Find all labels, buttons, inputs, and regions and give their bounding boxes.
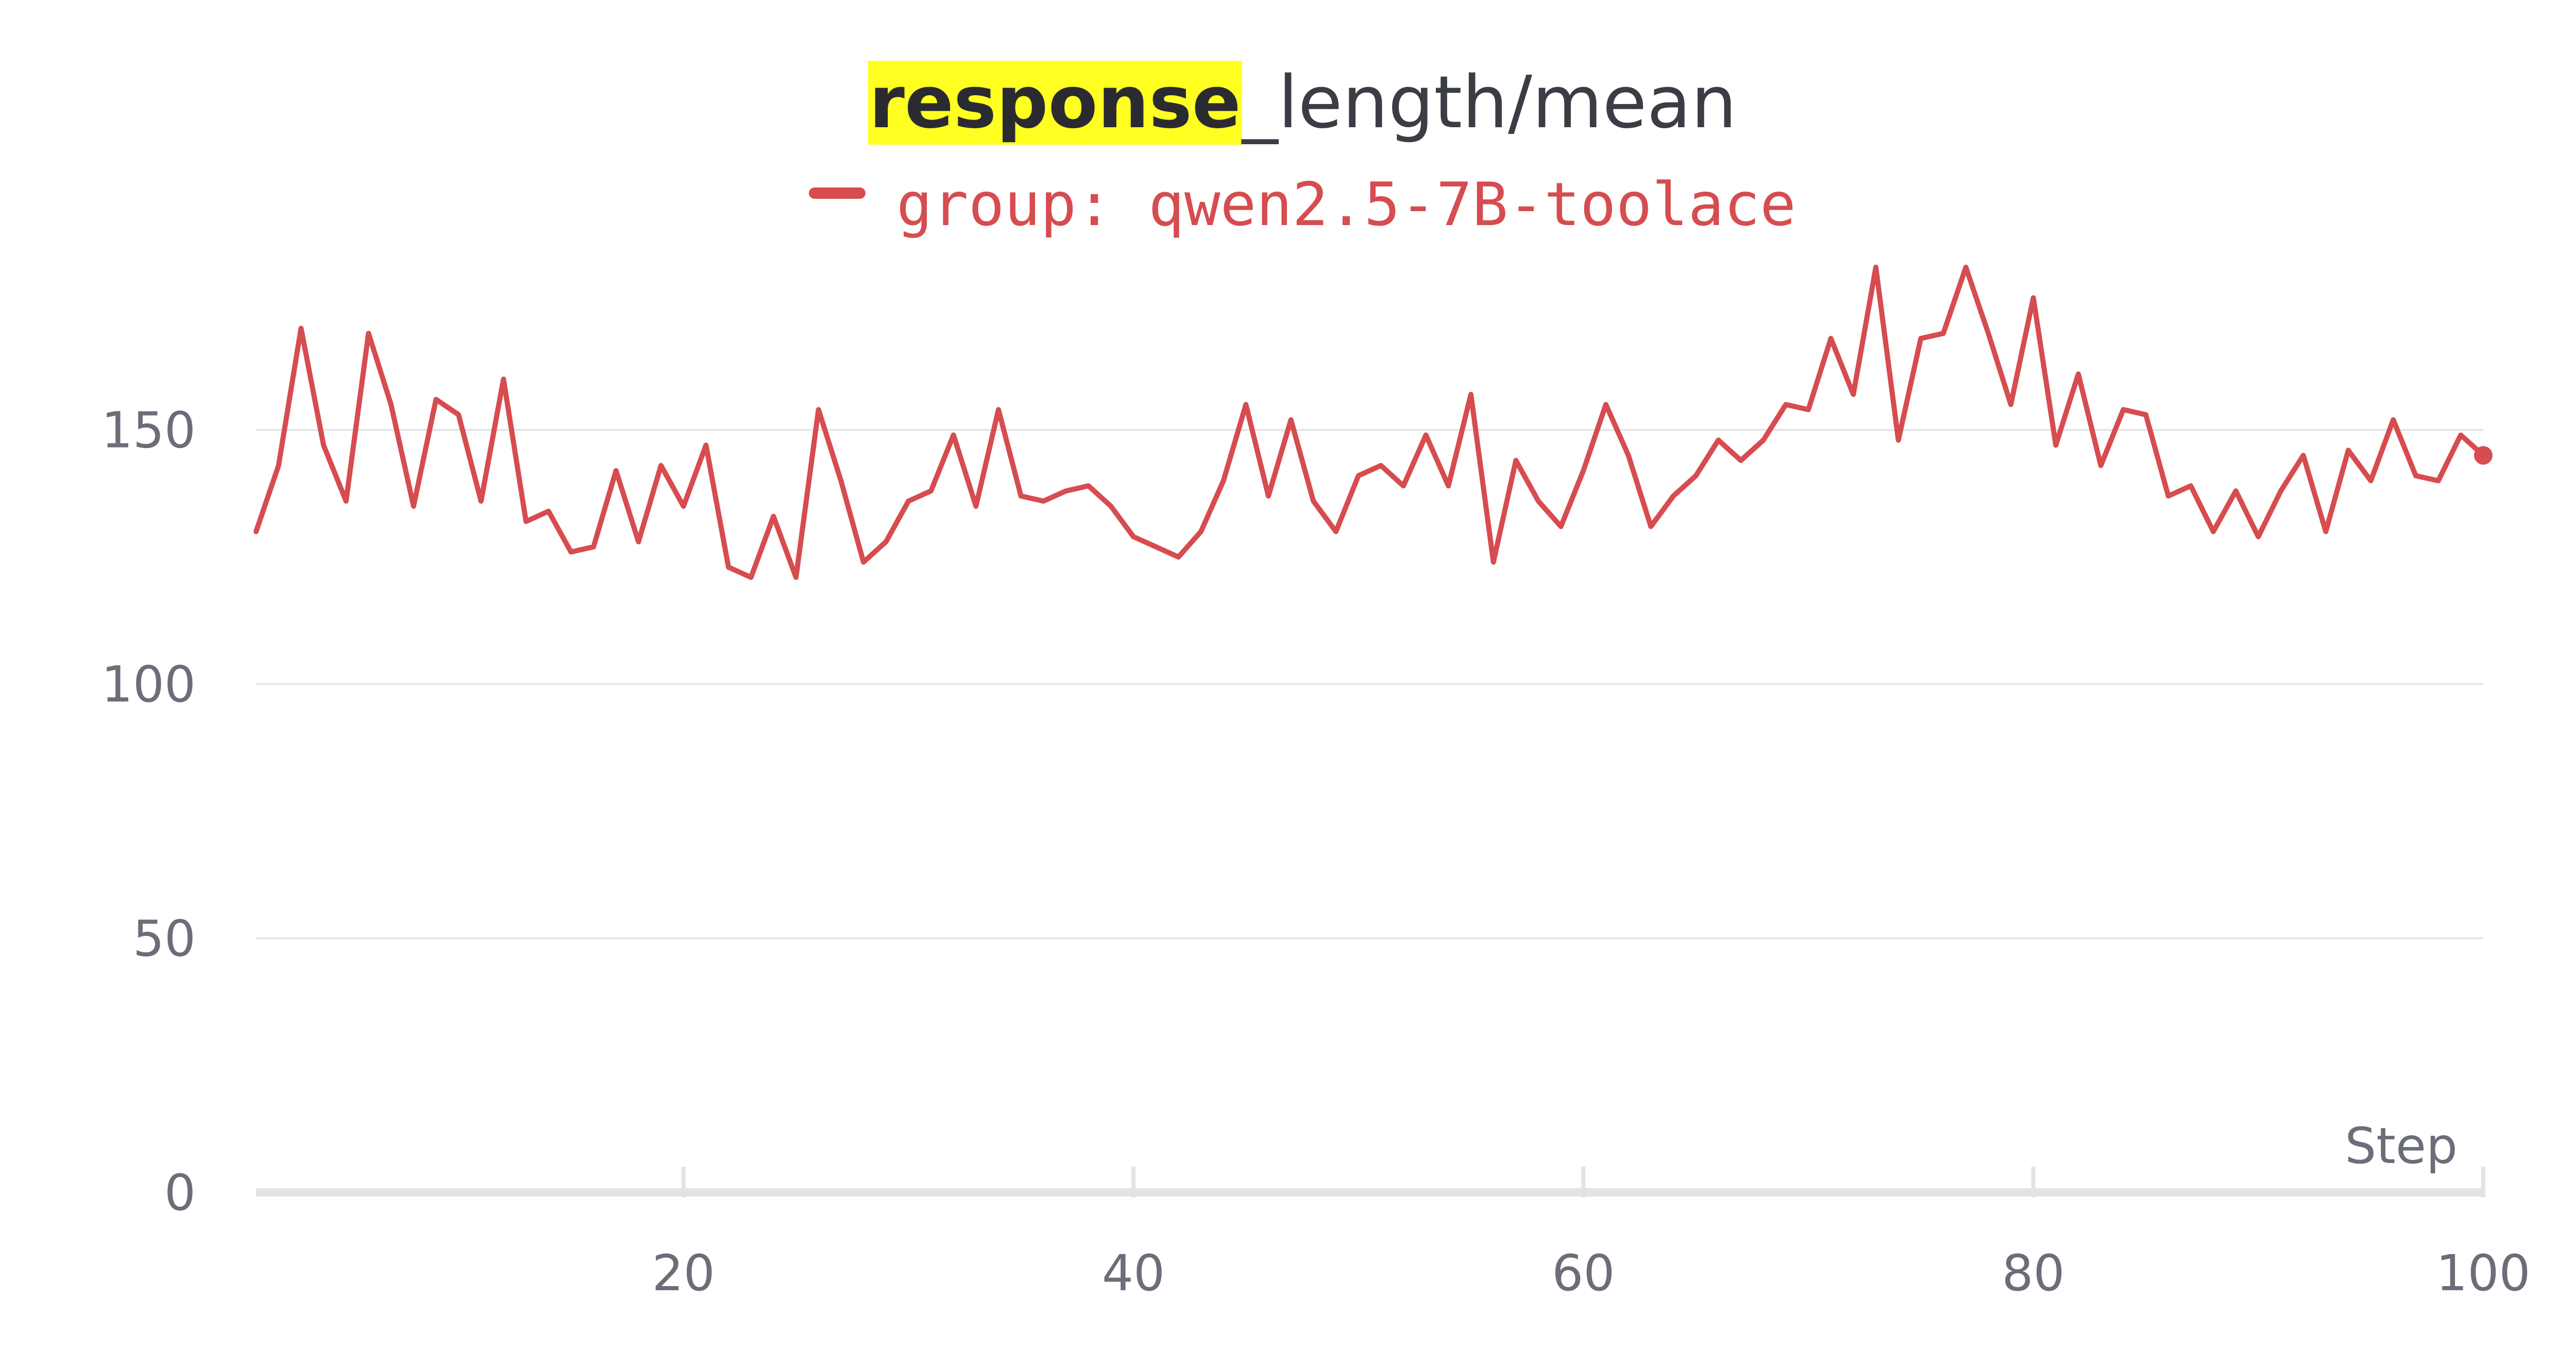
- grid-lines: [256, 429, 2483, 939]
- series-line[interactable]: [253, 264, 2486, 580]
- y-tick-label: 150: [101, 402, 196, 459]
- x-tick-label: 60: [1552, 1244, 1615, 1302]
- y-tick-label: 50: [133, 910, 196, 968]
- x-tick-label: 40: [1102, 1244, 1165, 1302]
- y-tick-label: 0: [164, 1164, 196, 1222]
- series-group: [253, 264, 2493, 580]
- chart-title: response_length/mean: [0, 61, 2576, 145]
- y-tick-label: 100: [101, 656, 196, 713]
- series-end-point[interactable]: [2474, 446, 2493, 465]
- x-tick-label: 20: [652, 1244, 715, 1302]
- x-tick-labels: 20 40 60 80 100: [652, 1244, 2531, 1302]
- x-tick-label: 80: [2002, 1244, 2065, 1302]
- x-axis: [256, 1167, 2485, 1198]
- chart-title-rest: _length/mean: [1242, 61, 1737, 145]
- chart-title-highlight: response: [868, 61, 1242, 145]
- legend[interactable]: group: qwen2.5-7B-toolace: [0, 170, 2576, 240]
- x-tick-label: 100: [2436, 1244, 2530, 1302]
- legend-series-label: group: qwen2.5-7B-toolace: [896, 170, 1796, 240]
- x-axis-label: Step: [2345, 1117, 2458, 1175]
- legend-swatch: [809, 187, 866, 199]
- y-axis: 0 50 100 150: [101, 402, 196, 1222]
